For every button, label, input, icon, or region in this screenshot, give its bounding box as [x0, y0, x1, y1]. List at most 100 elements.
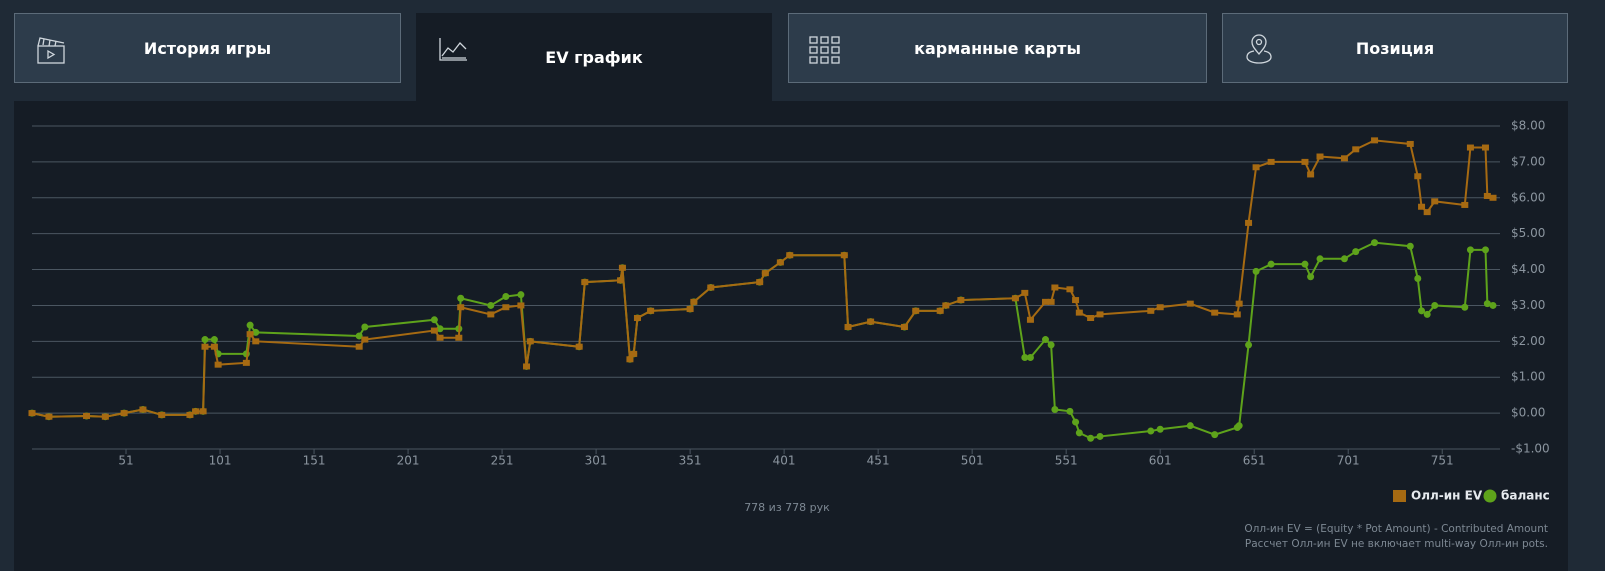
tab[interactable]: EV график	[416, 13, 772, 102]
data-point	[210, 336, 218, 344]
data-point	[1461, 201, 1469, 208]
data-point	[1406, 242, 1414, 250]
legend-marker	[1393, 490, 1406, 502]
data-point	[502, 304, 510, 311]
data-point	[1087, 434, 1095, 442]
footnote: Олл-ин EV = (Equity * Pot Amount) - Cont…	[1244, 523, 1548, 535]
tab[interactable]: История игры	[14, 13, 401, 83]
data-point	[252, 328, 260, 336]
data-point	[1072, 418, 1080, 426]
data-point	[1211, 309, 1219, 316]
data-point	[1371, 239, 1379, 247]
x-tick-label: 751	[1431, 454, 1454, 468]
legend-label: Олл-ин EV	[1411, 489, 1483, 503]
data-point	[1301, 158, 1309, 165]
tab-label: EV график	[545, 48, 643, 67]
data-point	[526, 338, 534, 345]
data-point	[457, 294, 465, 302]
data-point	[201, 336, 209, 344]
data-point	[1316, 153, 1324, 160]
data-point	[1252, 164, 1260, 171]
x-tick-label: 701	[1337, 454, 1360, 468]
data-point	[457, 304, 465, 311]
data-point	[1051, 406, 1059, 414]
data-point	[1233, 311, 1241, 318]
x-tick-label: 51	[118, 454, 133, 468]
data-point	[1096, 311, 1104, 318]
data-point	[1481, 246, 1489, 254]
data-point	[1340, 255, 1348, 263]
data-point	[912, 307, 920, 314]
data-point	[617, 277, 625, 284]
data-point	[690, 298, 698, 305]
y-tick-label: $4.00	[1511, 262, 1545, 276]
data-point	[252, 338, 260, 345]
data-point	[1371, 137, 1379, 144]
y-tick-label: $7.00	[1511, 154, 1545, 168]
data-point	[1026, 316, 1034, 323]
data-point	[246, 321, 254, 329]
y-tick-label: $3.00	[1511, 298, 1545, 312]
data-point	[581, 279, 589, 286]
data-point	[1466, 246, 1474, 254]
data-point	[487, 311, 495, 318]
data-point	[707, 284, 715, 291]
data-point	[1096, 432, 1104, 440]
data-point	[1352, 248, 1360, 256]
data-point	[1352, 146, 1360, 153]
data-point	[101, 413, 109, 420]
data-point	[1423, 310, 1431, 318]
data-point	[1047, 341, 1055, 349]
data-point	[1483, 192, 1491, 199]
data-point	[28, 410, 36, 417]
data-point	[83, 412, 91, 419]
tab-label: История игры	[143, 38, 272, 58]
data-point	[1418, 307, 1426, 315]
y-tick-label: $5.00	[1511, 226, 1545, 240]
data-point	[900, 323, 908, 330]
x-tick-label: 651	[1243, 454, 1266, 468]
data-point	[139, 406, 147, 413]
data-point	[1406, 140, 1414, 147]
data-point	[1051, 284, 1059, 291]
data-point	[1147, 307, 1155, 314]
data-point	[936, 307, 944, 314]
data-point	[1021, 289, 1029, 296]
data-point	[1267, 260, 1275, 268]
tab-icon	[1246, 34, 1272, 64]
data-point	[1267, 158, 1275, 165]
data-point	[1489, 301, 1497, 309]
data-point	[1431, 301, 1439, 309]
series-line	[31, 139, 1494, 418]
data-point	[502, 292, 510, 300]
data-point	[1307, 171, 1315, 178]
data-point	[1466, 144, 1474, 151]
data-point	[844, 323, 852, 330]
y-tick-label: $6.00	[1511, 190, 1545, 204]
tab-label: Позиция	[1355, 38, 1435, 58]
data-point	[840, 252, 848, 259]
data-point	[1316, 255, 1324, 263]
data-point	[186, 411, 194, 418]
tab-icon	[809, 36, 840, 64]
tab-icon	[37, 37, 65, 64]
data-point	[361, 336, 369, 343]
data-point	[647, 307, 655, 314]
x-tick-label: 601	[1149, 454, 1172, 468]
x-tick-label: 401	[773, 454, 796, 468]
data-point	[1461, 303, 1469, 311]
data-point	[1252, 267, 1260, 275]
tab[interactable]: карманные карты	[788, 13, 1207, 83]
x-tick-label: 101	[209, 454, 232, 468]
data-point	[1072, 297, 1080, 304]
data-point	[436, 325, 444, 333]
data-point	[1026, 353, 1034, 361]
data-point	[618, 264, 626, 271]
data-point	[686, 306, 694, 313]
tab[interactable]: Позиция	[1222, 13, 1568, 83]
data-point	[517, 291, 525, 299]
data-point	[246, 331, 254, 338]
y-tick-label: -$1.00	[1511, 442, 1550, 456]
data-point	[1414, 173, 1422, 180]
data-point	[192, 408, 200, 415]
